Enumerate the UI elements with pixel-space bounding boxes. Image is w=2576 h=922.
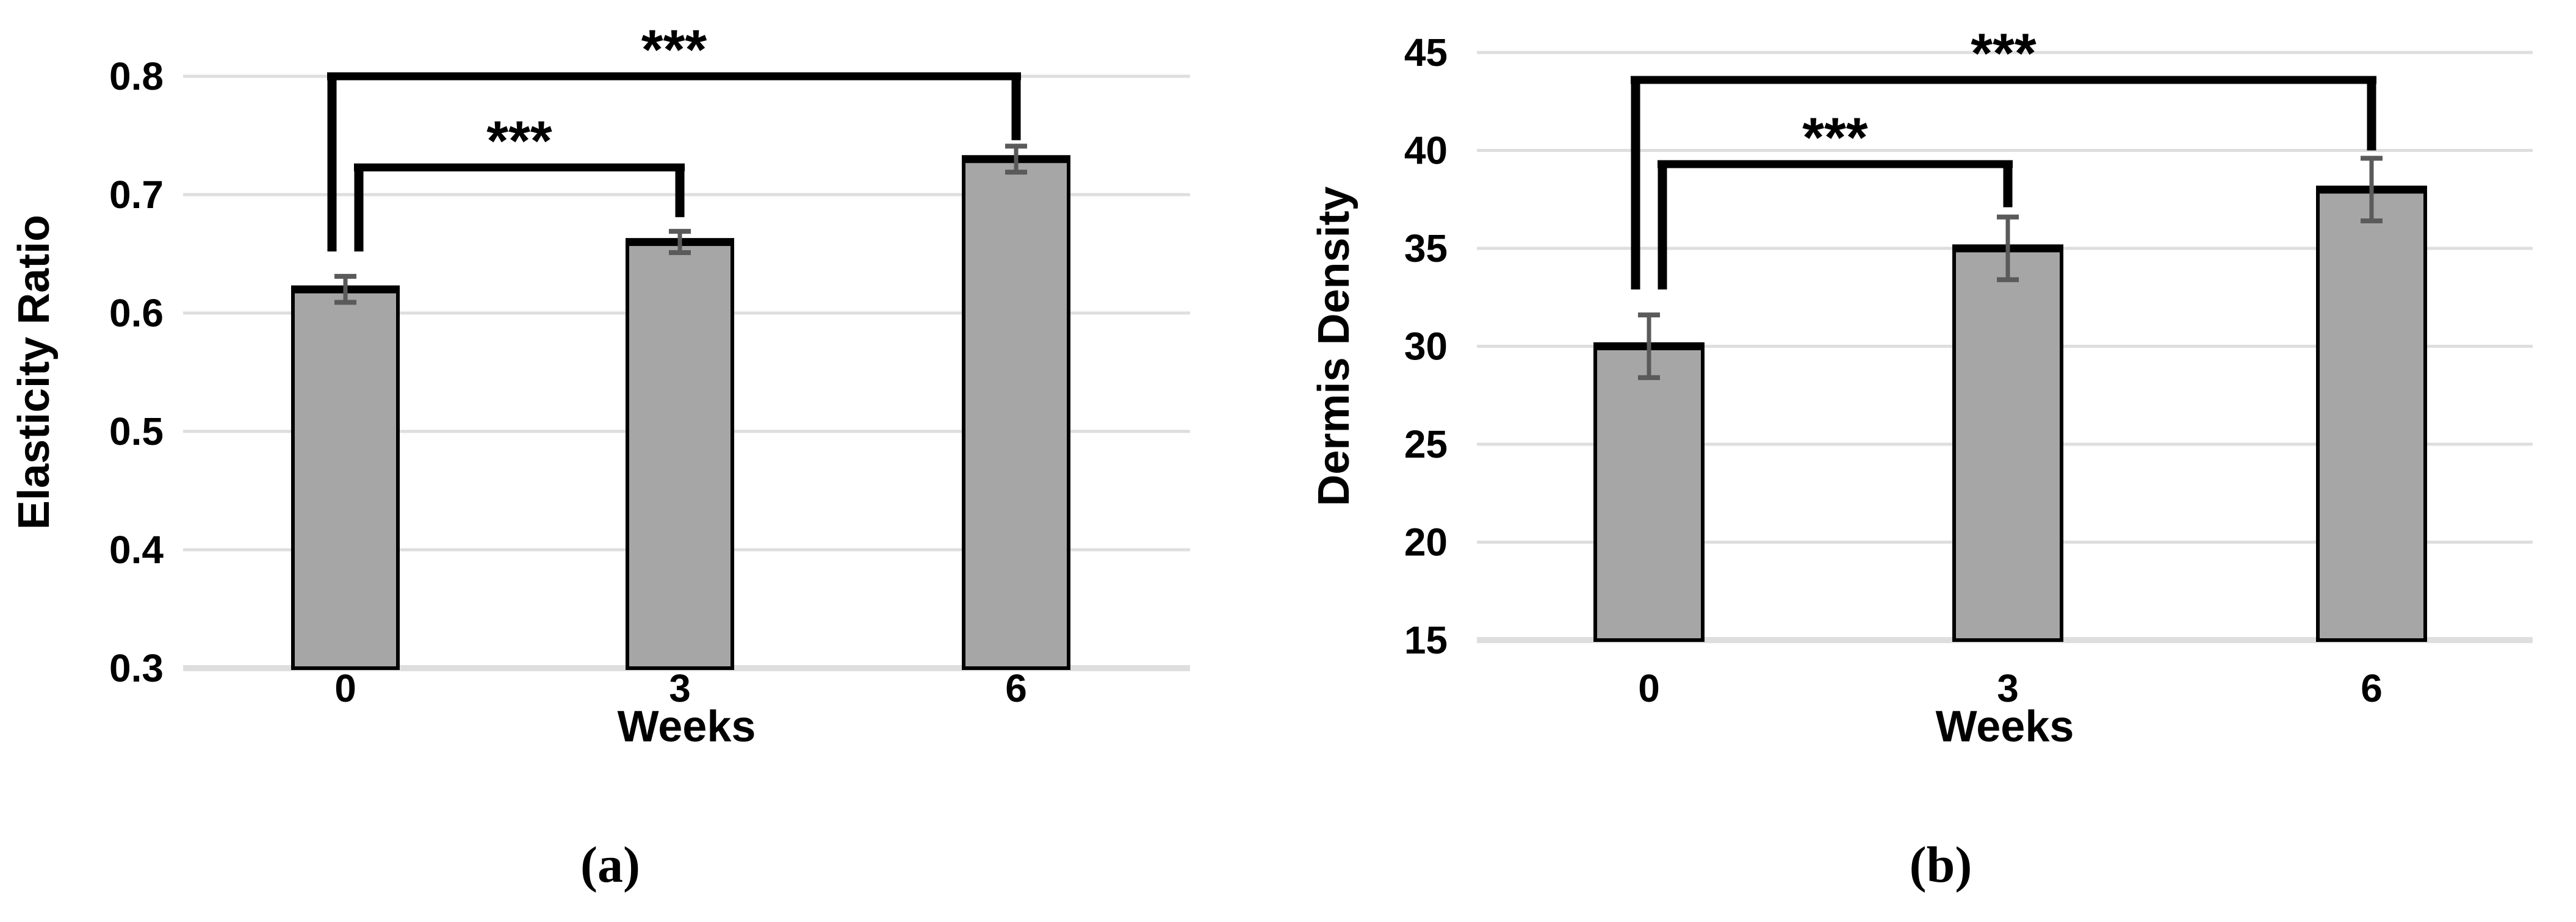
x-axis-title: Weeks	[618, 702, 756, 751]
bar	[291, 287, 400, 670]
bar	[1593, 344, 1705, 642]
y-tick-label: 0.4	[109, 528, 164, 572]
x-tick-label: 0	[1638, 666, 1660, 710]
x-tick-label: 6	[2361, 666, 2383, 710]
y-tick-label: 25	[1404, 422, 1448, 466]
bar	[1952, 247, 2063, 642]
x-tick-label: 6	[1005, 666, 1027, 710]
y-axis-title: Dermis Density	[1310, 186, 1358, 506]
bar	[962, 157, 1070, 670]
x-tick-label: 3	[1997, 666, 2019, 710]
x-axis-title: Weeks	[1936, 702, 2074, 751]
significance-stars: ***	[641, 19, 707, 81]
y-tick-label: 0.8	[109, 54, 164, 98]
y-tick-label: 20	[1404, 520, 1448, 564]
bar	[2316, 187, 2427, 642]
y-tick-label: 15	[1404, 618, 1448, 662]
elasticity-ratio-chart: 0.3 0.4 0.5 0.6 0.7 0.8 Elasticity Ratio 0 3 6 Wee…	[10, 19, 1190, 893]
bar	[626, 240, 734, 671]
y-tick-label: 30	[1404, 325, 1448, 369]
y-tick-label: 0.3	[109, 646, 164, 690]
dermis-density-chart: 15 20 25 30 35 40 45 Dermis Density 0 3 6 Weeks *** *…	[1310, 23, 2533, 893]
y-tick-label: 40	[1404, 129, 1448, 173]
y-tick-label: 0.5	[109, 409, 164, 453]
x-tick-label: 0	[334, 666, 356, 710]
y-axis-title: Elasticity Ratio	[10, 215, 59, 530]
y-tick-label: 45	[1404, 31, 1448, 74]
significance-stars: ***	[486, 110, 552, 172]
y-tick-label: 0.6	[109, 291, 164, 335]
y-tick-label: 0.7	[109, 173, 164, 217]
y-tick-label: 35	[1404, 226, 1448, 270]
significance-stars: ***	[1802, 107, 1868, 169]
panel-caption: (b)	[1910, 837, 1972, 893]
significance-stars: ***	[1971, 23, 2037, 85]
panel-caption: (a)	[580, 837, 640, 893]
x-tick-label: 3	[669, 666, 691, 710]
